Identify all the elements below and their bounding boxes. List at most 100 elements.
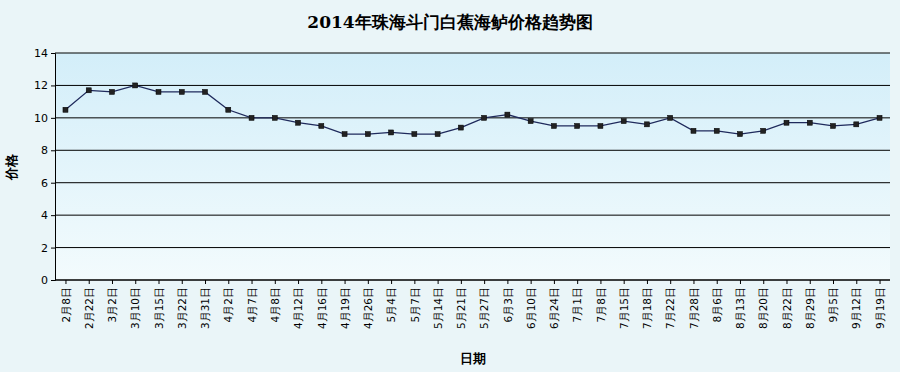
point-marker [691, 128, 696, 133]
x-tick-label: 3月31日 [199, 287, 211, 329]
point-marker [226, 107, 231, 112]
y-tick-mark [51, 183, 55, 184]
x-tick: 5月14日 [432, 280, 444, 329]
y-tick-mark [51, 85, 55, 86]
x-tick: 2月22日 [83, 280, 95, 329]
x-tick-label: 6月10日 [525, 287, 537, 329]
x-tick-mark [856, 280, 857, 284]
x-tick: 6月3日 [502, 280, 514, 322]
y-tick-label: 10 [34, 112, 48, 125]
point-marker [761, 128, 766, 133]
x-tick-mark [531, 280, 532, 284]
x-tick-mark [345, 280, 346, 284]
grid-line [55, 215, 890, 216]
x-tick-mark [438, 280, 439, 284]
x-tick-mark [461, 280, 462, 284]
grid-line [55, 280, 890, 281]
x-tick: 8月22日 [781, 280, 793, 329]
x-tick-mark [786, 280, 787, 284]
x-tick: 3月15日 [153, 280, 165, 329]
x-tick: 9月19日 [874, 280, 886, 329]
x-tick: 5月21日 [455, 280, 467, 329]
point-marker [644, 122, 649, 127]
y-tick-label: 0 [41, 274, 48, 287]
x-tick-mark [228, 280, 229, 284]
x-tick-label: 5月21日 [455, 287, 467, 329]
x-tick: 8月6日 [711, 280, 723, 322]
point-marker [807, 120, 812, 125]
x-tick: 8月13日 [734, 280, 746, 329]
x-tick: 4月26日 [362, 280, 374, 329]
x-tick-label: 3月15日 [153, 287, 165, 329]
point-marker [551, 123, 556, 128]
x-tick: 6月10日 [525, 280, 537, 329]
x-tick-label: 3月10日 [129, 287, 141, 329]
grid-line [55, 150, 890, 151]
point-marker [203, 89, 208, 94]
x-tick-label: 4月16日 [315, 287, 327, 329]
x-tick: 3月31日 [199, 280, 211, 329]
x-tick-mark [159, 280, 160, 284]
x-tick-label: 4月2日 [222, 287, 234, 322]
grid-line [55, 247, 890, 248]
x-tick-mark [624, 280, 625, 284]
y-tick: 10 [34, 112, 55, 125]
plot-area [63, 83, 882, 137]
point-marker [621, 119, 626, 124]
y-tick: 12 [34, 79, 55, 92]
x-tick: 4月2日 [222, 280, 234, 322]
point-marker [133, 83, 138, 88]
y-axis-title: 价格 [4, 153, 19, 181]
x-tick-mark [810, 280, 811, 284]
x-tick-mark [368, 280, 369, 284]
point-marker [714, 128, 719, 133]
point-marker [156, 89, 161, 94]
y-tick-mark [51, 150, 55, 151]
point-marker [109, 89, 114, 94]
y-axis: 02468101214 [34, 47, 56, 287]
y-tick-label: 2 [41, 242, 48, 255]
x-tick: 7月28日 [688, 280, 700, 329]
x-tick-mark [693, 280, 694, 284]
point-marker [854, 122, 859, 127]
x-tick-label: 7月1日 [571, 287, 583, 322]
x-tick-label: 7月15日 [618, 287, 630, 329]
grid-line [55, 85, 890, 86]
x-tick: 4月19日 [339, 280, 351, 329]
x-tick-mark [391, 280, 392, 284]
x-tick-mark [298, 280, 299, 284]
y-tick: 8 [41, 144, 55, 157]
x-tick-label: 5月4日 [385, 287, 397, 322]
x-tick-mark [65, 280, 66, 284]
x-tick-label: 8月22日 [781, 287, 793, 329]
y-axis-line [51, 54, 56, 281]
point-marker [482, 115, 487, 120]
x-tick: 2月8日 [60, 280, 72, 322]
y-tick-label: 12 [34, 79, 48, 92]
point-marker [784, 120, 789, 125]
point-marker [737, 132, 742, 137]
y-tick-mark [51, 215, 55, 216]
x-tick: 3月10日 [129, 280, 141, 329]
x-tick-label: 5月27日 [478, 287, 490, 329]
x-tick-label: 4月19日 [339, 287, 351, 329]
x-tick-label: 3月2日 [106, 287, 118, 322]
point-marker [342, 132, 347, 137]
y-tick-mark [51, 118, 55, 119]
x-tick-label: 4月7日 [246, 287, 258, 322]
x-tick-label: 5月14日 [432, 287, 444, 329]
chart: 024681012142月8日2月22日3月2日3月10日3月15日3月22日3… [0, 0, 900, 372]
point-marker [412, 132, 417, 137]
x-tick-label: 7月18日 [641, 287, 653, 329]
x-tick-label: 8月29日 [804, 287, 816, 329]
x-tick-label: 4月8日 [269, 287, 281, 322]
y-tick-mark [51, 248, 55, 249]
point-marker [86, 88, 91, 93]
y-tick: 6 [41, 177, 55, 190]
point-marker [598, 123, 603, 128]
x-tick-mark [833, 280, 834, 284]
x-tick: 3月2日 [106, 280, 118, 322]
x-tick: 9月5日 [827, 280, 839, 322]
x-tick-mark [182, 280, 183, 284]
x-tick: 5月4日 [385, 280, 397, 322]
